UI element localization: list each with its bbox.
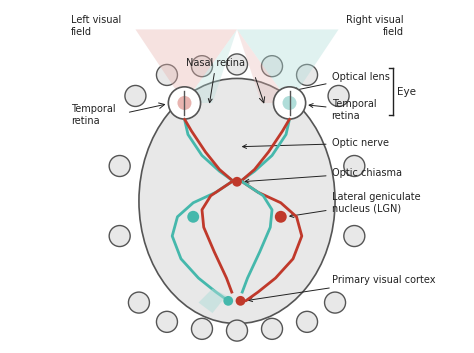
Circle shape — [344, 226, 365, 246]
Text: Temporal
retina: Temporal retina — [71, 104, 115, 126]
Polygon shape — [237, 29, 338, 103]
Text: Optic chiasma: Optic chiasma — [245, 168, 401, 183]
Circle shape — [275, 211, 287, 223]
Text: Primary visual cortex: Primary visual cortex — [248, 275, 435, 301]
Circle shape — [191, 56, 212, 77]
Circle shape — [273, 87, 306, 119]
Circle shape — [344, 155, 365, 176]
Text: Optical lens: Optical lens — [293, 72, 390, 92]
Polygon shape — [184, 29, 237, 103]
Circle shape — [325, 292, 346, 313]
Circle shape — [227, 320, 247, 341]
Circle shape — [109, 155, 130, 176]
Circle shape — [297, 311, 318, 332]
Circle shape — [262, 318, 283, 339]
Polygon shape — [199, 288, 227, 313]
Circle shape — [168, 87, 201, 119]
Circle shape — [283, 96, 297, 110]
Text: Nasal retina: Nasal retina — [186, 58, 246, 103]
Circle shape — [223, 296, 233, 306]
Circle shape — [328, 85, 349, 107]
Polygon shape — [136, 29, 237, 103]
Circle shape — [227, 54, 247, 75]
Text: Eye: Eye — [397, 87, 416, 97]
Circle shape — [236, 296, 246, 306]
Circle shape — [156, 65, 177, 85]
Circle shape — [187, 211, 199, 223]
Circle shape — [128, 292, 149, 313]
Ellipse shape — [139, 78, 335, 324]
Circle shape — [125, 85, 146, 107]
Circle shape — [109, 226, 130, 246]
Circle shape — [262, 56, 283, 77]
Text: Temporal
retina: Temporal retina — [309, 99, 376, 121]
Polygon shape — [237, 29, 290, 103]
Text: Left visual
field: Left visual field — [71, 16, 121, 37]
Circle shape — [191, 318, 212, 339]
Text: Right visual
field: Right visual field — [346, 16, 403, 37]
Text: Lateral geniculate
nucleus (LGN): Lateral geniculate nucleus (LGN) — [290, 192, 420, 217]
Circle shape — [156, 311, 177, 332]
Circle shape — [177, 96, 191, 110]
Circle shape — [297, 65, 318, 85]
Text: Optic nerve: Optic nerve — [243, 138, 389, 149]
Circle shape — [232, 177, 242, 187]
